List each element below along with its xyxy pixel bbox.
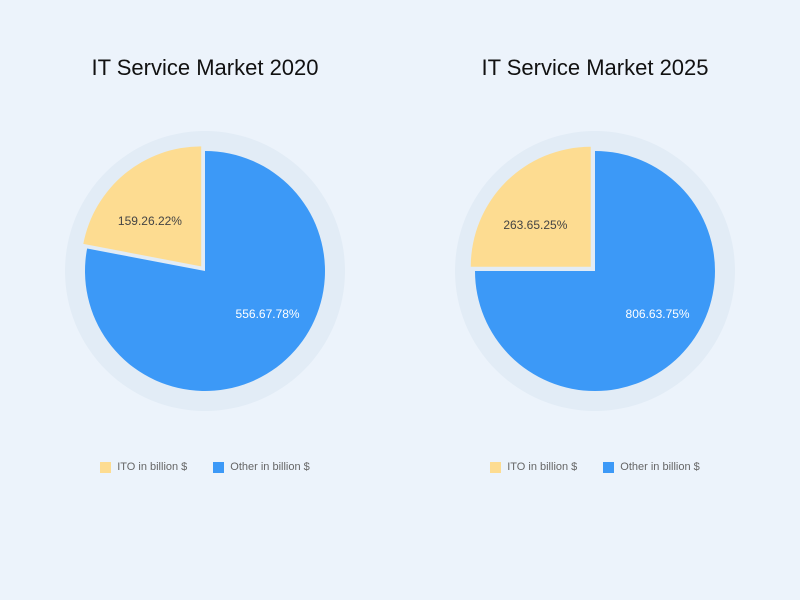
slice-label-other: 806.63.75% [626,307,690,321]
legend-label: Other in billion $ [620,461,700,473]
pie-svg [455,131,735,411]
legend-label: ITO in billion $ [507,461,577,473]
chart-title: IT Service Market 2025 [481,55,708,81]
legend-item-other: Other in billion $ [213,461,310,473]
legend: ITO in billion $ Other in billion $ [490,461,700,473]
legend-item-ito: ITO in billion $ [490,461,577,473]
pie-chart-2020: 159.26.22% 556.67.78% [65,131,345,411]
legend-label: Other in billion $ [230,461,310,473]
slice-label-ito: 159.26.22% [118,214,182,228]
pie-chart-2025: 263.65.25% 806.63.75% [455,131,735,411]
chart-panel-2020: IT Service Market 2020 159.26.22% 556.67.… [40,55,370,473]
legend-item-other: Other in billion $ [603,461,700,473]
legend-swatch [603,462,614,473]
charts-container: IT Service Market 2020 159.26.22% 556.67.… [40,55,760,473]
slice-label-ito: 263.65.25% [503,218,567,232]
legend-item-ito: ITO in billion $ [100,461,187,473]
legend: ITO in billion $ Other in billion $ [100,461,310,473]
slice-label-other: 556.67.78% [236,307,300,321]
chart-title: IT Service Market 2020 [91,55,318,81]
legend-label: ITO in billion $ [117,461,187,473]
pie-slice-ito [471,147,591,267]
legend-swatch [490,462,501,473]
legend-swatch [100,462,111,473]
legend-swatch [213,462,224,473]
pie-svg [65,131,345,411]
chart-panel-2025: IT Service Market 2025 263.65.25% 806.63.… [430,55,760,473]
